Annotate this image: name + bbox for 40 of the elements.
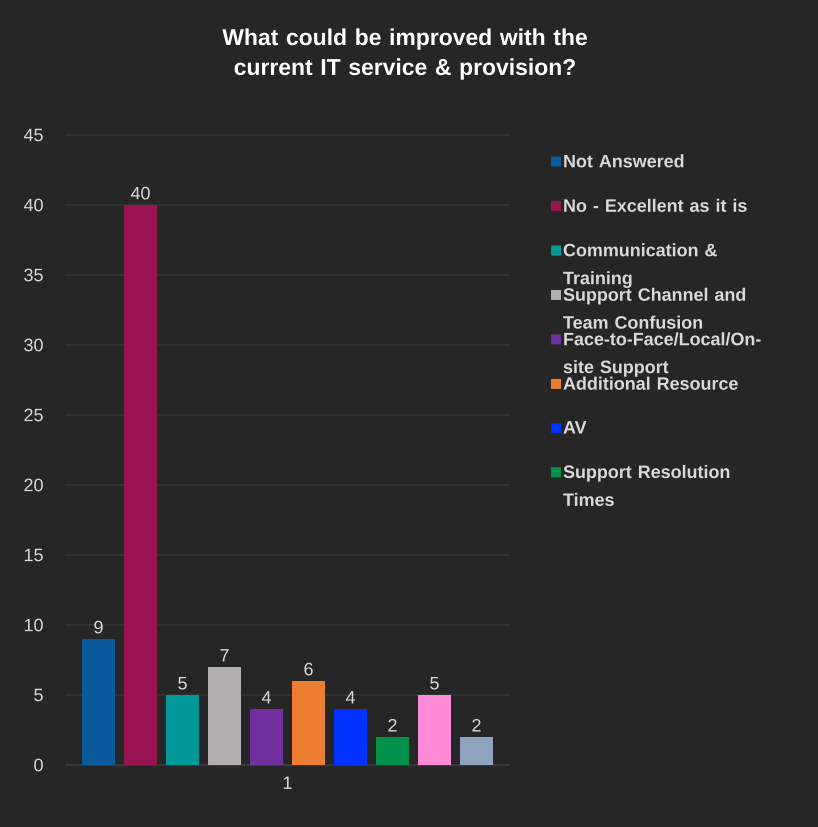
chart-title: What could be improved with the current IT service & provision?: [222, 28, 587, 80]
data-label: 9: [94, 620, 103, 634]
y-tick-label: 0: [34, 758, 43, 772]
y-tick-label: 15: [24, 548, 43, 562]
data-label: 2: [388, 718, 397, 732]
y-tick-label: 45: [24, 128, 43, 142]
x-tick-label: 1: [284, 776, 292, 789]
data-label: 6: [304, 662, 313, 676]
bar: [334, 709, 368, 765]
data-label: 40: [130, 186, 150, 200]
y-tick-label: 35: [24, 268, 43, 282]
data-label: 5: [430, 676, 439, 690]
legend-label: Additional Resource: [563, 376, 738, 390]
y-tick-label: 25: [24, 408, 43, 422]
y-tick-label: 20: [24, 478, 43, 492]
legend-label: Communication & Training: [563, 243, 717, 288]
data-label: 7: [220, 649, 229, 662]
data-label: 5: [178, 676, 187, 690]
legend-label: No - Excellent as it is: [564, 198, 747, 212]
legend-label: Not Answered: [564, 154, 684, 168]
data-label: 4: [262, 691, 271, 704]
y-tick-label: 10: [24, 618, 43, 632]
bar: [166, 695, 200, 765]
legend-label: Support Resolution Times: [563, 464, 730, 506]
bar: [82, 638, 115, 765]
data-label: 2: [472, 718, 481, 732]
legend-label: Support Channel and Team Confusion: [563, 288, 746, 329]
bar: [460, 737, 494, 765]
y-tick-label: 30: [24, 338, 43, 352]
bar: [208, 667, 242, 765]
y-tick-label: 5: [34, 688, 43, 702]
bar: [292, 681, 326, 765]
bar: [250, 709, 284, 765]
data-label: 4: [346, 691, 355, 704]
bar: [376, 737, 410, 765]
legend-label: Face-to-Face/Local/On-site Support: [564, 332, 761, 377]
y-tick-label: 40: [24, 198, 43, 212]
bar: [418, 695, 452, 765]
bar: [124, 204, 158, 765]
legend-label: AV: [563, 421, 586, 434]
